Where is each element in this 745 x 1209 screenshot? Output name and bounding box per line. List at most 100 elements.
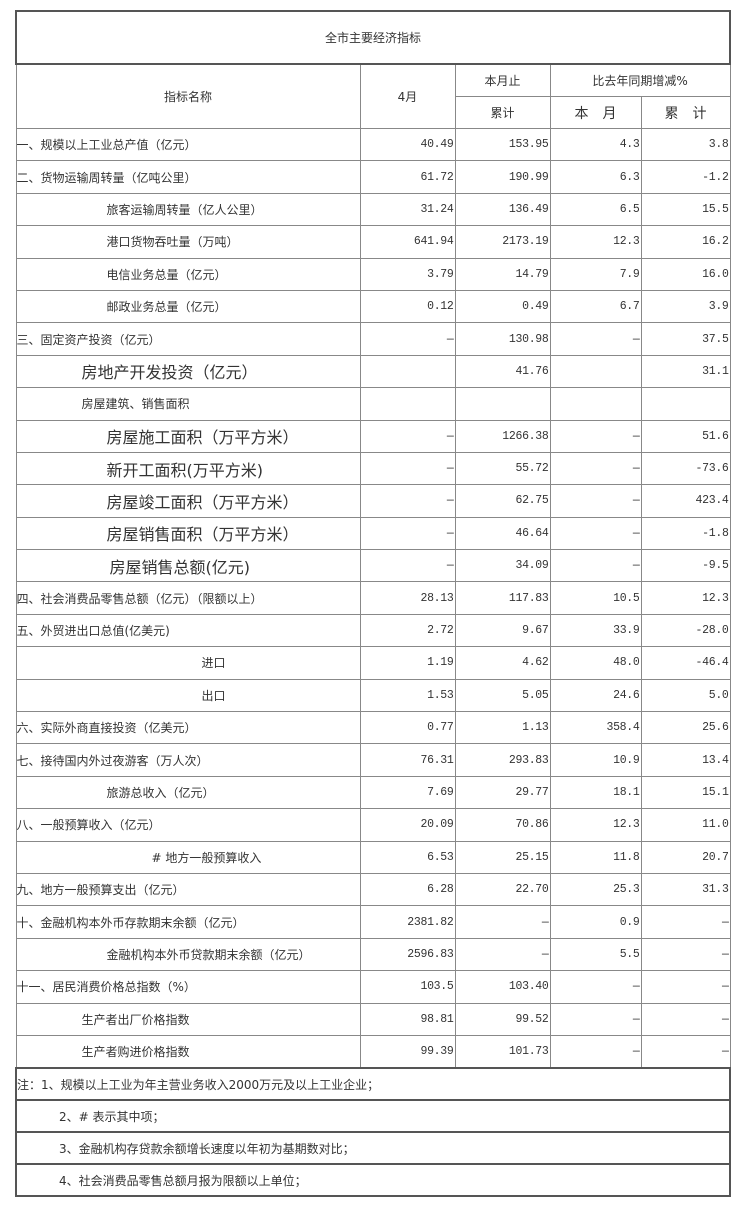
- indicator-name: 房屋销售面积（万平方米）: [15, 516, 361, 551]
- indicator-name: 房屋竣工面积（万平方米）: [15, 484, 361, 518]
- yoy-month-value: 48.0: [549, 646, 642, 680]
- indicator-name: 房屋建筑、销售面积: [15, 387, 361, 421]
- month-value: 99.39: [359, 1034, 456, 1069]
- indicator-name: 生产者出厂价格指数: [15, 1002, 361, 1036]
- table-row: 房地产开发投资（亿元） 41.76 31.1: [15, 354, 731, 389]
- table-row: 进口 1.19 4.62 48.0 -46.4: [15, 646, 731, 680]
- month-value: 7.69: [359, 775, 456, 810]
- yoy-cumulative-value: 13.4: [640, 743, 731, 777]
- month-value: 28.13: [359, 581, 456, 615]
- cumulative-value: 130.98: [454, 322, 551, 356]
- month-value: 0.12: [359, 289, 456, 324]
- yoy-cumulative-value: 20.7: [640, 840, 731, 874]
- month-value: 1.53: [359, 678, 456, 713]
- yoy-cumulative-value: —: [640, 905, 731, 939]
- yoy-month-value: [549, 387, 642, 421]
- month-value: 76.31: [359, 743, 456, 777]
- yoy-cumulative-value: 15.1: [640, 775, 731, 810]
- cumulative-value: 99.52: [454, 1002, 551, 1036]
- month-value: 103.5: [359, 970, 456, 1004]
- yoy-cumulative-value: 16.0: [640, 257, 731, 291]
- cumulative-value: —: [454, 905, 551, 939]
- indicator-name: 旅游总收入（亿元）: [15, 775, 361, 810]
- month-value: 641.94: [359, 225, 456, 259]
- month-value: —: [359, 516, 456, 551]
- cumulative-value: 22.70: [454, 872, 551, 907]
- indicator-name: 二、货物运输周转量（亿吨公里）: [15, 160, 361, 194]
- yoy-cumulative-value: 25.6: [640, 711, 731, 745]
- table-row: 金融机构本外币贷款期末余额（亿元） 2596.83—5.5—: [15, 937, 731, 972]
- indicator-name: 七、接待国内外过夜游客（万人次）: [15, 743, 361, 777]
- cumulative-value: 46.64: [454, 516, 551, 551]
- cumulative-value: 1.13: [454, 711, 551, 745]
- yoy-cumulative-value: -9.5: [640, 549, 731, 583]
- month-value: 31.24: [359, 192, 456, 227]
- table-row: 五、外贸进出口总值(亿美元) 2.72 9.67 33.9 -28.0: [15, 613, 731, 648]
- yoy-cumulative-value: -28.0: [640, 613, 731, 648]
- yoy-cumulative-value: 31.3: [640, 872, 731, 907]
- table-row: 九、地方一般预算支出（亿元） 6.28 22.70 25.3 31.3: [15, 872, 731, 907]
- table-row: 房屋施工面积（万平方米） —1266.38—51.6: [15, 419, 731, 453]
- yoy-cumulative-value: 15.5: [640, 192, 731, 227]
- cumulative-value: 1266.38: [454, 419, 551, 453]
- yoy-month-value: 25.3: [549, 872, 642, 907]
- month-value: 2596.83: [359, 937, 456, 972]
- cumulative-value: 103.40: [454, 970, 551, 1004]
- yoy-month-value: 12.3: [549, 808, 642, 842]
- yoy-cumulative-value: 12.3: [640, 581, 731, 615]
- cumulative-value: 34.09: [454, 549, 551, 583]
- cumulative-value: 62.75: [454, 484, 551, 518]
- cumulative-value: 4.62: [454, 646, 551, 680]
- indicator-name: 十、金融机构本外币存款期末余额（亿元）: [15, 905, 361, 939]
- cumulative-value: 29.77: [454, 775, 551, 810]
- yoy-month-value: 6.3: [549, 160, 642, 194]
- month-value: 0.77: [359, 711, 456, 745]
- cumulative-value: 41.76: [454, 354, 551, 389]
- yoy-cumulative-value: 31.1: [640, 354, 731, 389]
- yoy-cumulative-value: -73.6: [640, 451, 731, 486]
- month-value: —: [359, 451, 456, 486]
- month-value: 3.79: [359, 257, 456, 291]
- cumulative-value: 55.72: [454, 451, 551, 486]
- header-yoy-month: 本 月: [549, 96, 642, 129]
- indicator-name: 房屋施工面积（万平方米）: [15, 419, 361, 453]
- yoy-month-value: [549, 354, 642, 389]
- yoy-month-value: 7.9: [549, 257, 642, 291]
- table-row: 新开工面积(万平方米) —55.72— -73.6: [15, 451, 731, 486]
- yoy-cumulative-value: 3.8: [640, 127, 731, 162]
- indicator-name: 四、社会消费品零售总额（亿元）（限额以上）: [15, 581, 361, 615]
- indicator-name: 一、规模以上工业总产值（亿元）: [15, 127, 361, 162]
- indicator-name: 电信业务总量（亿元）: [15, 257, 361, 291]
- yoy-month-value: 11.8: [549, 840, 642, 874]
- table-row: 四、社会消费品零售总额（亿元）（限额以上） 28.13 117.83 10.5 12.3: [15, 581, 731, 615]
- yoy-cumulative-value: -46.4: [640, 646, 731, 680]
- table-row: 出口 1.53 5.05 24.6 5.0: [15, 678, 731, 713]
- indicator-name: 新开工面积(万平方米): [15, 451, 361, 486]
- economic-indicators-table: 全市主要经济指标 指标名称 4月 本月止 比去年同期增减% 累计 本 月 累 计…: [14, 10, 732, 1198]
- yoy-month-value: —: [549, 549, 642, 583]
- indicator-name: 房屋销售总额(亿元): [15, 549, 361, 583]
- table-note: 2、# 表示其中项；: [14, 1099, 732, 1134]
- yoy-month-value: 33.9: [549, 613, 642, 648]
- indicator-name: 生产者购进价格指数: [15, 1034, 361, 1069]
- table-row: 房屋销售面积（万平方米） —46.64— -1.8: [15, 516, 731, 551]
- month-value: —: [359, 484, 456, 518]
- month-value: 6.53: [359, 840, 456, 874]
- cumulative-value: 70.86: [454, 808, 551, 842]
- yoy-cumulative-value: 51.6: [640, 419, 731, 453]
- cumulative-value: 101.73: [454, 1034, 551, 1069]
- cumulative-value: 190.99: [454, 160, 551, 194]
- yoy-month-value: —: [549, 1034, 642, 1069]
- yoy-month-value: —: [549, 322, 642, 356]
- yoy-cumulative-value: -1.8: [640, 516, 731, 551]
- indicator-name: 出口: [15, 678, 361, 713]
- indicator-name: 房地产开发投资（亿元）: [15, 354, 361, 389]
- yoy-cumulative-value: 11.0: [640, 808, 731, 842]
- yoy-cumulative-value: [640, 387, 731, 421]
- yoy-month-value: 0.9: [549, 905, 642, 939]
- table-row: 七、接待国内外过夜游客（万人次） 76.31 293.83 10.9 13.4: [15, 743, 731, 777]
- cumulative-value: 9.67: [454, 613, 551, 648]
- indicator-name: # 地方一般预算收入: [15, 840, 361, 874]
- month-value: 40.49: [359, 127, 456, 162]
- table-row: 六、实际外商直接投资（亿美元） 0.77 1.13 358.4 25.6: [15, 711, 731, 745]
